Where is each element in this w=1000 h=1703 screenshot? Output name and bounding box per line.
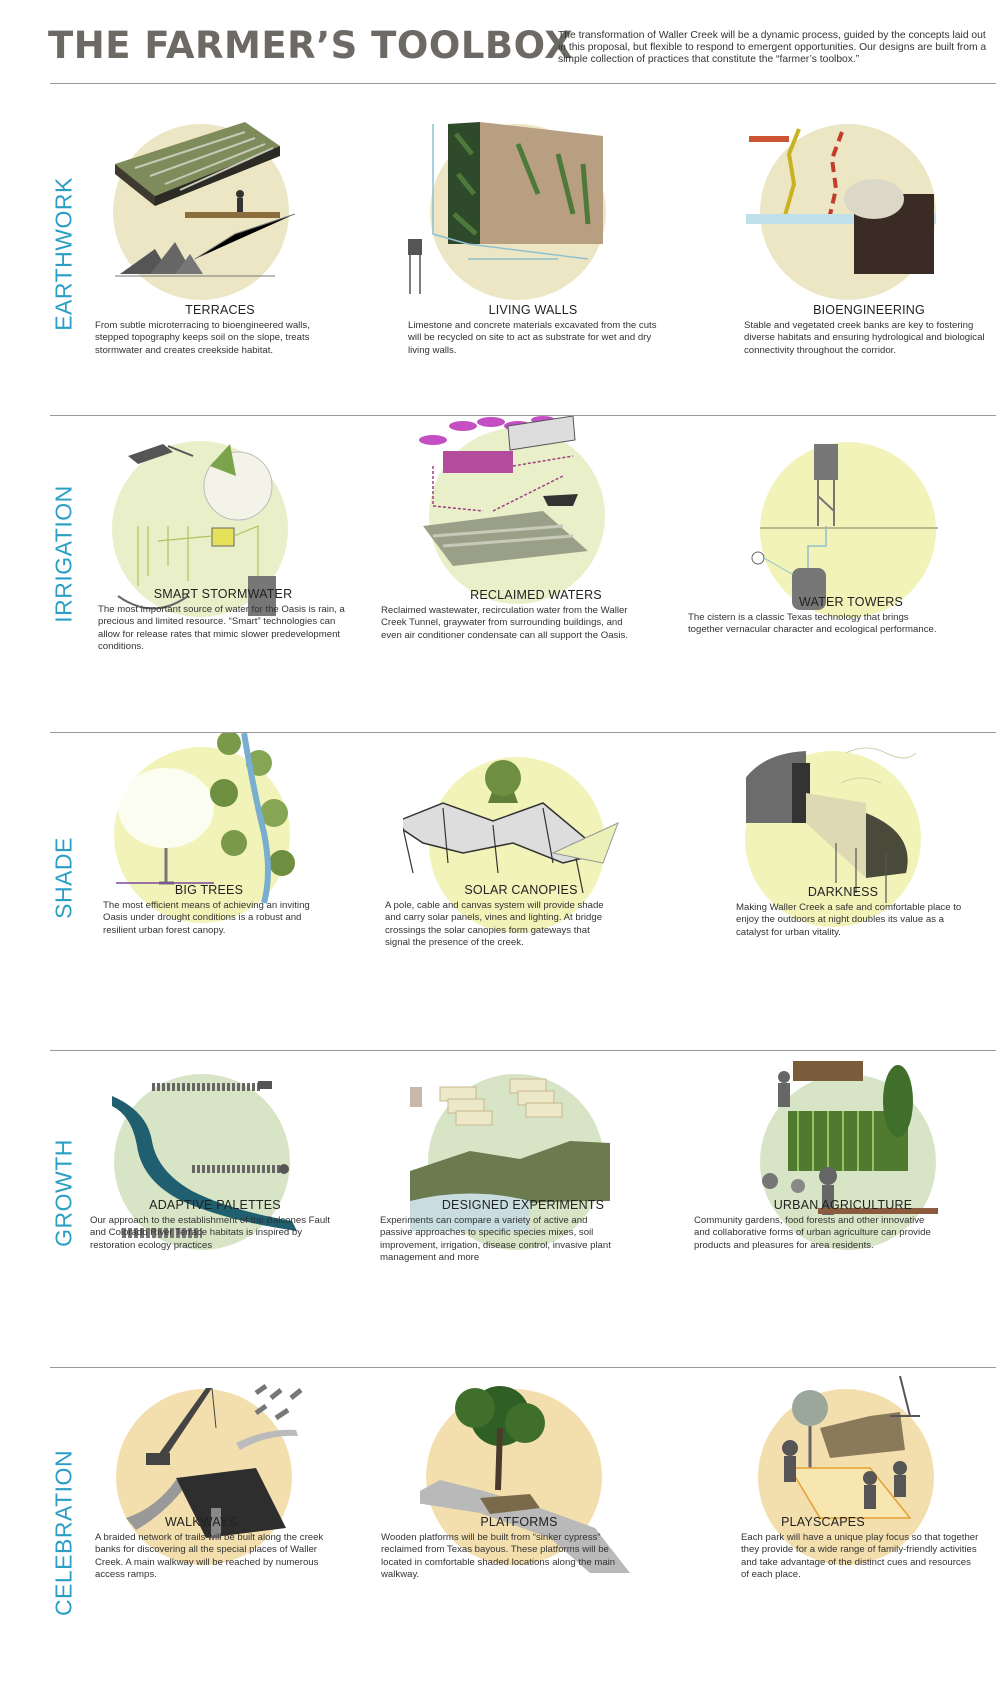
- section-shade: SHADE BIG TREES The most efficient means…: [0, 733, 1000, 1050]
- section-growth: GROWTH ADAPTIVE PALETTES Our approach to…: [0, 1051, 1000, 1367]
- tool-description: Community gardens, food forests and othe…: [694, 1215, 931, 1251]
- section-label-celebration: CELEBRATION: [50, 1449, 77, 1617]
- tool-card-designed-experiments: DESIGNED EXPERIMENTS Experiments can com…: [380, 1051, 710, 1367]
- tool-title: RECLAIMED WATERS: [470, 588, 602, 602]
- tool-title: DESIGNED EXPERIMENTS: [441, 1198, 605, 1212]
- tool-card-platforms: PLATFORMS Wooden platforms will be built…: [381, 1368, 720, 1698]
- tool-title: URBAN AGRICULTURE: [773, 1198, 913, 1212]
- tool-title: WALKWAYS: [165, 1515, 237, 1529]
- page-header: THE FARMER’S TOOLBOX The transformation …: [0, 0, 1000, 84]
- tool-description: The most efficient means of achieving an…: [103, 900, 310, 936]
- tool-title: PLAYSCAPES: [781, 1515, 865, 1529]
- urban-farm-illustration: [762, 1061, 938, 1215]
- tool-description: A braided network of trails will be buil…: [95, 1532, 324, 1580]
- section-label-growth: GROWTH: [50, 1139, 77, 1247]
- tool-card-living-walls: LIVING WALLS Limestone and concrete mate…: [408, 84, 708, 414]
- tool-description: Each park will have a unique play focus …: [741, 1532, 979, 1580]
- tool-title: SMART STORMWATER: [153, 587, 293, 601]
- platform-tree-illustration: [420, 1386, 630, 1573]
- tool-title: BIG TREES: [174, 883, 244, 897]
- creek-bank-illustration: [746, 128, 936, 274]
- reclaimed-water-illustration: [419, 416, 588, 566]
- stormwater-system-illustration: [117, 444, 276, 616]
- intro-paragraph: The transformation of Waller Creek will …: [558, 30, 987, 65]
- night-lighting-illustration: [746, 747, 917, 903]
- section-divider: [50, 1050, 996, 1051]
- section-irrigation: IRRIGATION SMART STORMWATER The most imp…: [0, 416, 1000, 732]
- playscape-illustration: [782, 1375, 920, 1519]
- water-tower-illustration: [751, 444, 938, 610]
- living-wall-illustration: [408, 122, 603, 294]
- section-divider: [50, 415, 996, 416]
- tool-description: Limestone and concrete materials excavat…: [408, 320, 657, 356]
- tool-card-walkways: WALKWAYS A braided network of trails wil…: [95, 1368, 416, 1698]
- tool-card-playscapes: PLAYSCAPES Each park will have a unique …: [741, 1368, 1000, 1698]
- tool-card-bioengineering: BIOENGINEERING Stable and vegetated cree…: [744, 84, 1000, 414]
- tool-card-smart-stormwater: SMART STORMWATER The most important sour…: [98, 416, 408, 732]
- tool-description: Experiments can compare a variety of act…: [380, 1215, 611, 1263]
- tool-description: The cistern is a classic Texas technolog…: [688, 612, 937, 636]
- tool-title: ADAPTIVE PALETTES: [149, 1198, 281, 1212]
- tool-card-terraces: TERRACES From subtle microterracing to b…: [95, 84, 395, 414]
- section-label-shade: SHADE: [50, 837, 77, 919]
- tool-card-solar-canopies: SOLAR CANOPIES A pole, cable and canvas …: [385, 733, 703, 1050]
- tool-title: LIVING WALLS: [488, 303, 578, 317]
- tool-title: PLATFORMS: [480, 1515, 558, 1529]
- tool-card-big-trees: BIG TREES The most efficient means of ac…: [103, 733, 404, 1050]
- section-celebration: CELEBRATION WALKWAYS A braided network o…: [0, 1368, 1000, 1703]
- tool-card-darkness: DARKNESS Making Waller Creek a safe and …: [736, 733, 1000, 1050]
- tool-description: The most important source of water for t…: [98, 604, 345, 652]
- section-divider: [50, 1367, 996, 1368]
- tool-title: WATER TOWERS: [798, 595, 904, 609]
- experiment-plots-illustration: [410, 1078, 610, 1231]
- tool-description: Stable and vegetated creek banks are key…: [744, 320, 985, 356]
- tool-title: BIOENGINEERING: [813, 303, 925, 317]
- tool-title: DARKNESS: [807, 885, 879, 899]
- tool-card-reclaimed-waters: RECLAIMED WATERS Reclaimed wastewater, r…: [381, 416, 713, 732]
- section-label-earthwork: EARTHWORK: [50, 177, 77, 331]
- tree-canopy-illustration: [116, 733, 295, 904]
- header-divider: [50, 83, 996, 84]
- tool-description: Reclaimed wastewater, recirculation wate…: [381, 605, 628, 641]
- tool-card-urban-agriculture: URBAN AGRICULTURE Community gardens, foo…: [694, 1051, 1000, 1367]
- solar-canopy-illustration: [403, 760, 619, 894]
- tool-description: Wooden platforms will be built from “sin…: [381, 1532, 616, 1580]
- tool-description: Making Waller Creek a safe and comfortab…: [736, 902, 962, 938]
- page-title: THE FARMER’S TOOLBOX: [48, 24, 574, 67]
- tool-title: TERRACES: [185, 303, 255, 317]
- tool-title: SOLAR CANOPIES: [464, 883, 578, 897]
- tool-description: From subtle microterracing to bioenginee…: [95, 320, 310, 356]
- tool-description: Our approach to the establishment of the…: [90, 1215, 330, 1251]
- tool-card-water-towers: WATER TOWERS The cistern is a classic Te…: [688, 416, 1000, 732]
- tool-description: A pole, cable and canvas system will pro…: [385, 900, 604, 948]
- section-divider: [50, 732, 996, 733]
- section-earthwork: EARTHWORK TERRACES From subtle microterr…: [0, 84, 1000, 415]
- section-label-irrigation: IRRIGATION: [50, 485, 77, 623]
- water-towers-circle: [760, 442, 936, 618]
- plant-palette-illustration: [112, 1081, 297, 1238]
- tool-card-adaptive-palettes: ADAPTIVE PALETTES Our approach to the es…: [90, 1051, 412, 1367]
- terraces-illustration: [115, 122, 296, 277]
- walkway-crane-illustration: [126, 1383, 303, 1538]
